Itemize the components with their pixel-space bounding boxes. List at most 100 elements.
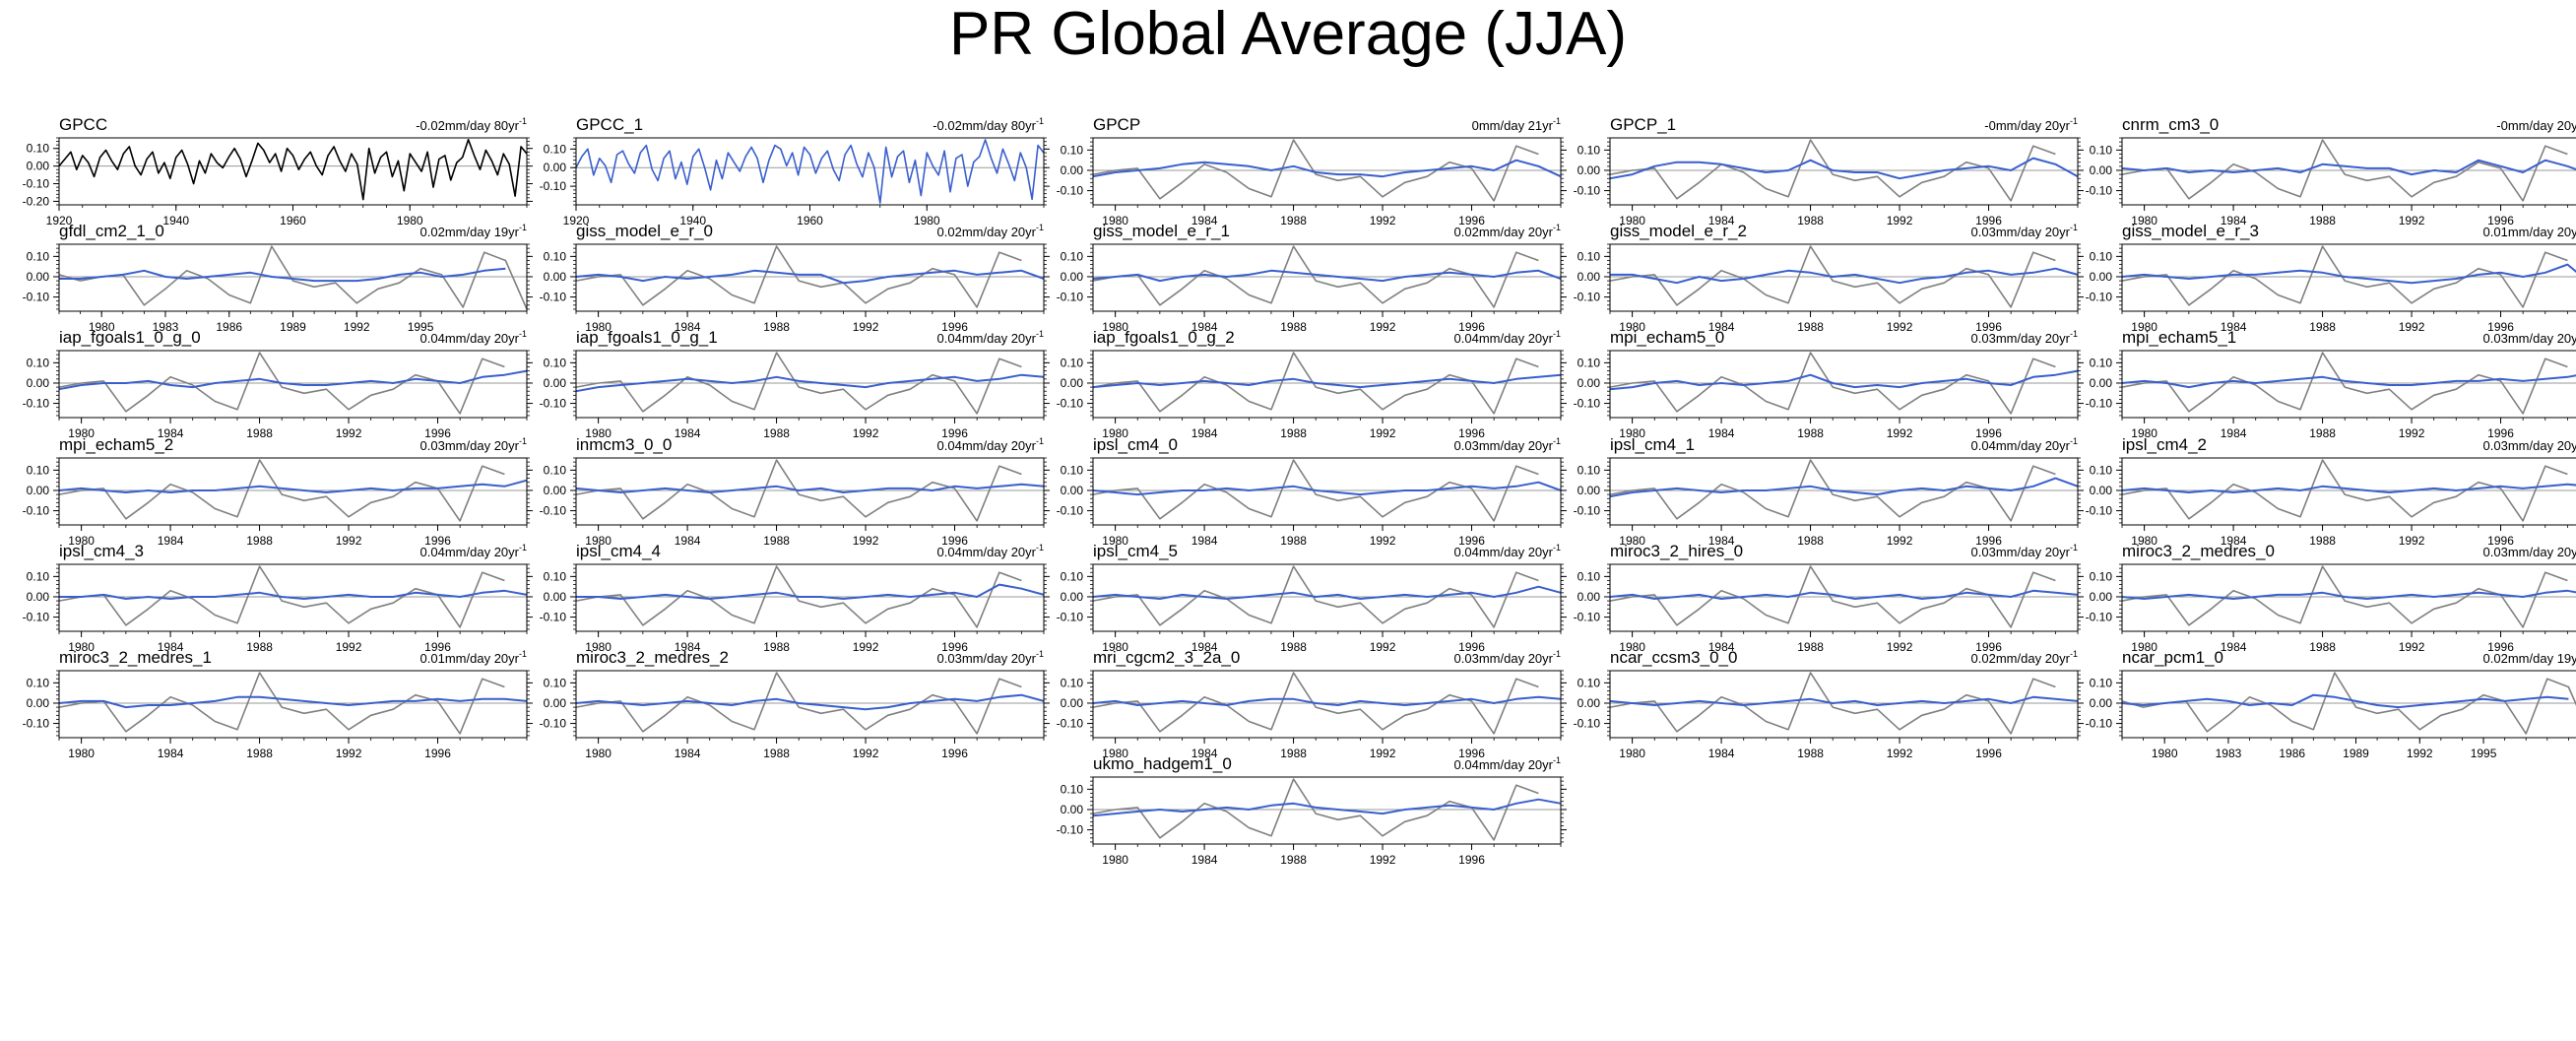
panel-title: GPCP [1093,115,1140,134]
y-tick-label: 0.00 [2090,696,2113,710]
x-tick-label: 1984 [2221,640,2247,654]
y-tick-label: -0.10 [540,179,567,193]
panel-title: giss_model_e_r_1 [1093,222,1230,240]
x-tick-label: 1992 [336,426,362,440]
panel-giss_model_e_r_1: giss_model_e_r_1 0.02mm/day 20yr-1 0.10 0.0… [1057,222,1567,334]
y-tick-label: -0.10 [540,717,567,731]
panel-miroc3_2_medres_2: miroc3_2_medres_2 0.03mm/day 20yr-1 0.10 0.… [540,648,1050,760]
x-tick-label: 1988 [1280,853,1307,867]
y-tick-label: 0.00 [1061,163,1084,177]
y-tick-label: -0.10 [23,397,50,411]
x-tick-label: 1988 [1280,320,1307,334]
model-series-line [2121,263,2576,285]
y-tick-label: -0.10 [1057,291,1084,304]
x-tick-label: 1996 [941,640,968,654]
y-tick-label: 0.10 [2090,676,2113,689]
y-tick-label: -0.10 [540,611,567,624]
x-tick-label: 1984 [675,320,701,334]
x-tick-label: 1996 [1458,853,1485,867]
x-tick-label: 1996 [424,426,451,440]
panel-mri_cgcm2_3_2a_0: mri_cgcm2_3_2a_0 0.03mm/day 20yr-1 0.10 0.0… [1057,648,1567,760]
plot-frame [1092,243,1562,312]
x-tick-label: 1984 [2221,534,2247,548]
x-tick-label: 1996 [2487,534,2514,548]
x-tick-label: 1984 [1708,320,1735,334]
y-tick-label: 0.00 [27,484,50,497]
model-series-line [59,589,528,600]
x-tick-label: 1984 [1191,640,1218,654]
x-tick-label: 1996 [1975,426,2002,440]
x-tick-label: 1980 [1619,214,1645,228]
plot-frame [1092,137,1562,206]
trend-label: 0.03mm/day 20yr-1 [420,436,527,453]
observation-series-line [575,352,1022,415]
panel-mpi_echam5_0: mpi_echam5_0 0.03mm/day 20yr-1 0.10 0.00 -0.… [1574,328,2084,440]
x-tick-label: 1984 [158,747,184,760]
x-tick-label: 1984 [2221,320,2247,334]
y-tick-label: -0.10 [2086,611,2113,624]
x-tick-label: 1988 [763,320,790,334]
x-tick-label: 1980 [585,747,612,760]
x-tick-label: 1988 [1280,214,1307,228]
x-tick-label: 1996 [1975,214,2002,228]
x-tick-label: 1980 [68,534,95,548]
trend-label: -0.02mm/day 80yr-1 [933,116,1044,133]
plot-frame [1609,457,2079,526]
y-tick-label: 0.00 [2090,484,2113,497]
trend-label: 0.04mm/day 20yr-1 [937,329,1044,346]
trend-label: 0.03mm/day 20yr-1 [2483,543,2576,559]
y-tick-label: 0.10 [27,249,50,263]
trend-label: 0.01mm/day 20yr-1 [2483,223,2576,239]
y-tick-label: -0.10 [2086,397,2113,411]
x-tick-label: 1992 [1887,214,1913,228]
trend-label: -0.02mm/day 80yr-1 [416,116,527,133]
y-tick-label: 0.00 [1061,270,1084,284]
x-tick-label: 1992 [1370,214,1396,228]
x-tick-label: 1996 [424,747,451,760]
x-tick-label: 1996 [1975,320,2002,334]
y-tick-label: -0.10 [1574,717,1601,731]
x-tick-label: 1980 [585,534,612,548]
y-tick-label: 0.10 [544,676,567,689]
x-tick-label: 1984 [2221,426,2247,440]
y-tick-label: 0.10 [1061,249,1084,263]
model-series-line [1092,585,1562,600]
panel-title: miroc3_2_medres_2 [576,648,729,667]
panel-ukmo_hadgem1_0: ukmo_hadgem1_0 0.04mm/day 20yr-1 0.10 0.00 -… [1057,754,1567,867]
trend-label: 0.02mm/day 19yr-1 [2483,649,2576,666]
trend-label: 0.04mm/day 20yr-1 [937,436,1044,453]
y-tick-label: 0.10 [2090,356,2113,369]
panel-cnrm_cm3_0: cnrm_cm3_0 -0mm/day 20yr-1 0.10 0.00 -0.10 19… [2086,115,2576,228]
x-tick-label: 1980 [2152,747,2178,760]
x-tick-label: 1980 [1102,320,1128,334]
x-tick-label: 1980 [2131,640,2157,654]
x-tick-label: 1992 [853,534,879,548]
model-series-line [576,583,1045,600]
observation-series-line [575,245,1022,308]
panel-title: giss_model_e_r_0 [576,222,713,240]
model-series-line [1609,695,2079,706]
panel-ipsl_cm4_0: ipsl_cm4_0 0.03mm/day 20yr-1 0.10 0.00 -0.10… [1057,435,1567,548]
model-series-line [1092,798,1562,817]
trend-label: 0.03mm/day 20yr-1 [1971,543,2078,559]
x-tick-label: 1996 [941,747,968,760]
x-tick-label: 1980 [2131,214,2157,228]
x-tick-label: 1980 [1619,534,1645,548]
x-tick-label: 1992 [2399,320,2425,334]
panel-miroc3_2_medres_0: miroc3_2_medres_0 0.03mm/day 20yr-1 0.10 0.… [2086,542,2576,654]
y-tick-label: -0.10 [1574,184,1601,198]
x-tick-label: 1996 [2487,214,2514,228]
model-series-line [2121,374,2576,389]
x-tick-label: 1992 [336,534,362,548]
panel-title: ipsl_cm4_0 [1093,435,1178,454]
x-tick-label: 1996 [1975,747,2002,760]
x-tick-label: 1984 [1191,214,1218,228]
observation-series-line [1609,459,2056,522]
model-series-line [1092,481,1562,496]
y-tick-label: -0.10 [1574,291,1601,304]
x-tick-label: 1980 [2131,426,2157,440]
y-tick-label: 0.00 [2090,163,2113,177]
panel-iap_fgoals1_0_g_0: iap_fgoals1_0_g_0 0.04mm/day 20yr-1 0.10 0.… [23,328,533,440]
observation-series-line [1609,352,2056,415]
panel-ipsl_cm4_1: ipsl_cm4_1 0.04mm/day 20yr-1 0.10 0.00 -0.10… [1574,435,2084,548]
